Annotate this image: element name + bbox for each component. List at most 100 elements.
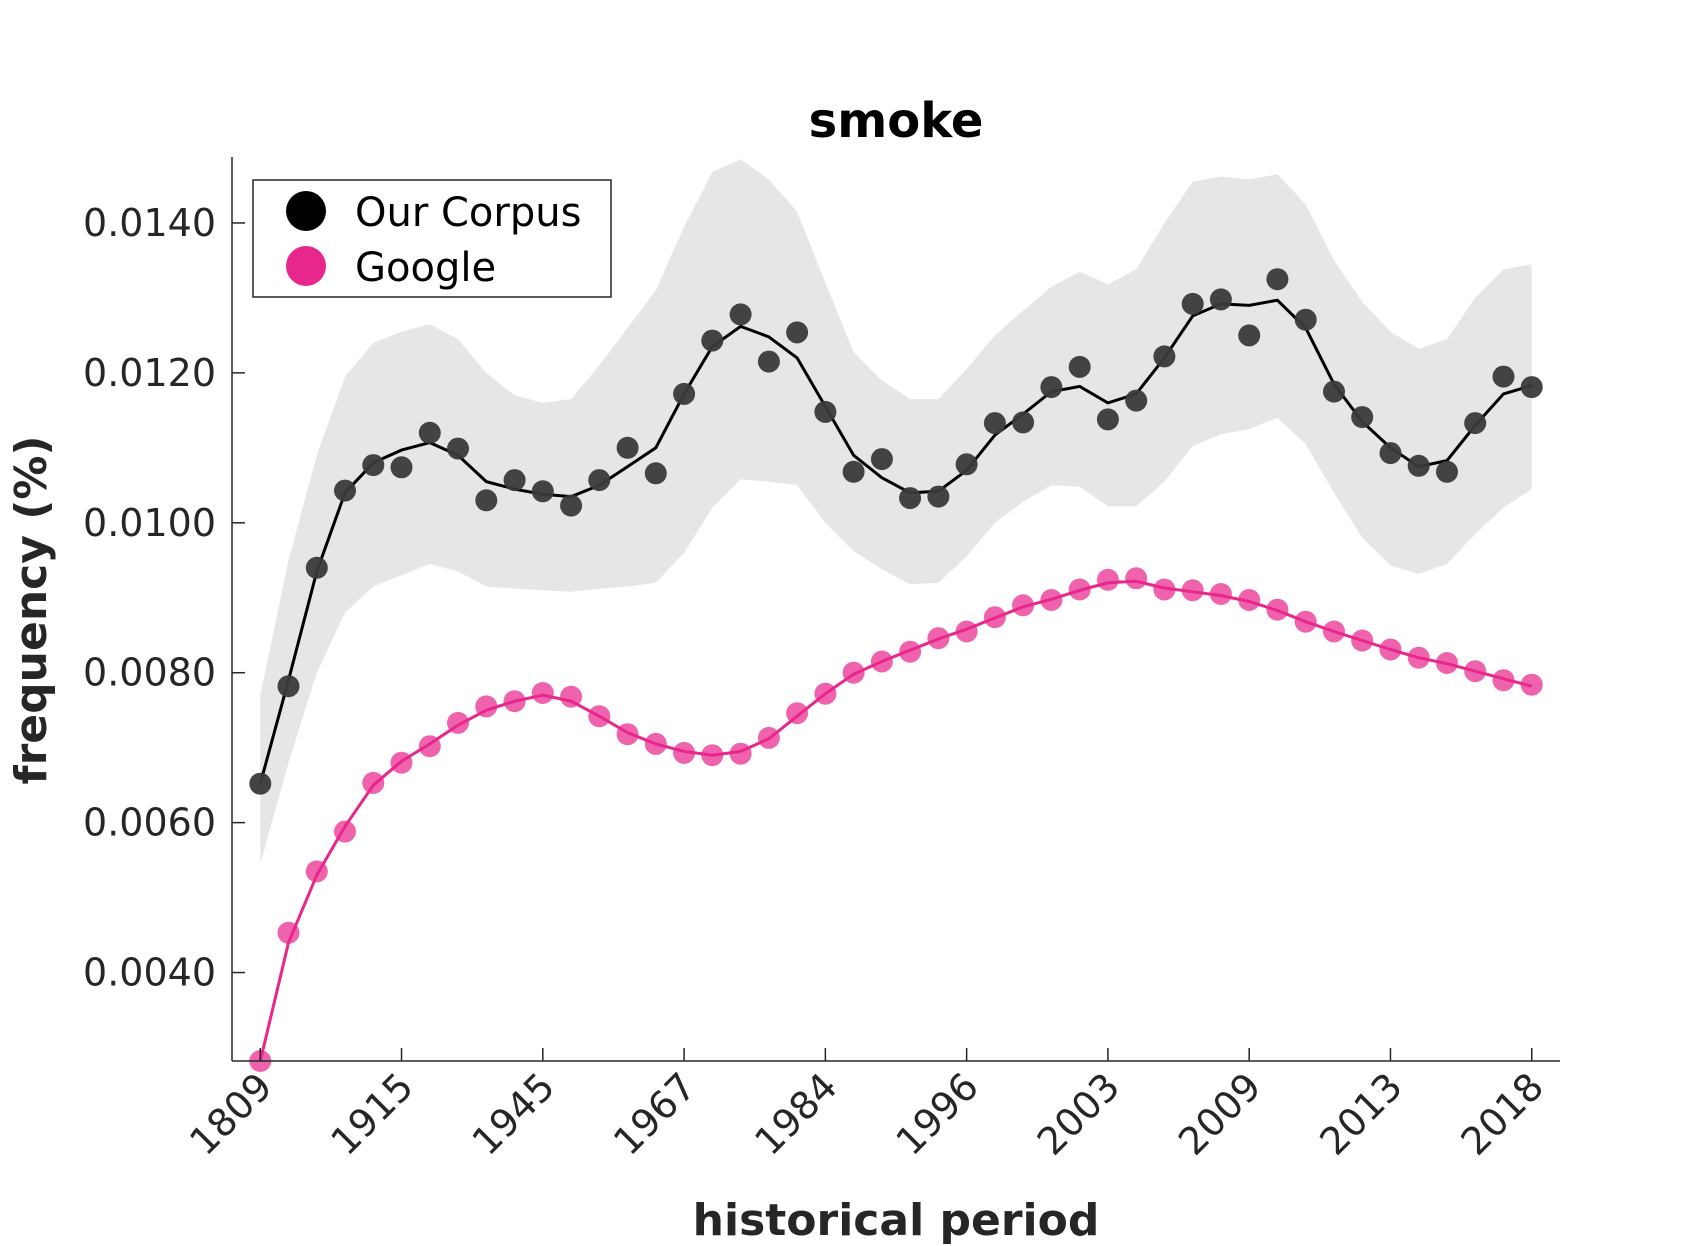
google-point <box>729 742 752 765</box>
x-axis-title: historical period <box>693 1195 1100 1246</box>
google-point <box>814 682 837 705</box>
x-tick-label: 1915 <box>322 1064 422 1164</box>
corpus-point <box>249 772 272 795</box>
plot-area <box>249 159 1543 1072</box>
google-point <box>870 650 893 673</box>
corpus-point <box>1520 376 1543 399</box>
google-point <box>1323 620 1345 643</box>
google-smoothed-line <box>258 579 1533 1062</box>
google-point <box>983 606 1006 629</box>
google-point <box>362 771 385 794</box>
y-tick-label: 0.0080 <box>83 651 216 695</box>
y-tick-label: 0.0120 <box>83 351 216 395</box>
google-point <box>1492 669 1515 692</box>
google-point <box>305 860 328 883</box>
corpus-point <box>757 350 780 373</box>
corpus-point <box>1040 376 1063 399</box>
corpus-point <box>1068 355 1091 378</box>
x-tick-label: 1809 <box>181 1064 281 1164</box>
corpus-point <box>927 485 950 508</box>
corpus-point <box>644 462 667 485</box>
google-point <box>390 751 413 774</box>
x-ticks: 1809 1915 1945 1967 1984 1996 2003 2009 2013 2018 <box>181 1048 1552 1164</box>
google-point <box>1096 568 1119 591</box>
corpus-point <box>334 479 356 502</box>
corpus-point <box>955 453 978 476</box>
corpus-point <box>1492 365 1515 388</box>
corpus-point <box>447 437 469 460</box>
corpus-point <box>1351 406 1374 429</box>
corpus-point <box>1407 454 1430 477</box>
corpus-point <box>786 321 809 344</box>
legend-label-google: Google <box>355 245 496 291</box>
corpus-point <box>1153 345 1176 368</box>
google-point <box>927 627 950 650</box>
google-point <box>1294 610 1317 633</box>
google-points <box>249 567 1543 1072</box>
google-point <box>1125 567 1148 590</box>
google-point <box>447 711 469 734</box>
corpus-point <box>814 400 837 423</box>
google-point <box>842 661 865 684</box>
corpus-point <box>305 556 328 579</box>
legend-marker-our-corpus <box>286 191 326 231</box>
corpus-point <box>1209 288 1232 311</box>
corpus-point <box>531 480 554 503</box>
google-point <box>673 741 696 764</box>
google-point <box>644 732 667 755</box>
y-tick-label: 0.0100 <box>83 501 216 545</box>
x-tick-label: 1996 <box>887 1064 987 1164</box>
corpus-point <box>673 382 696 405</box>
corpus-point <box>870 448 893 471</box>
google-point <box>757 726 780 749</box>
google-point <box>1464 660 1487 683</box>
legend: Our Corpus Google <box>252 179 612 298</box>
corpus-point <box>616 436 639 459</box>
corpus-point <box>701 329 724 352</box>
x-tick-label: 2009 <box>1170 1064 1270 1164</box>
corpus-point <box>729 303 752 326</box>
google-point <box>588 705 611 728</box>
y-tick-label: 0.0040 <box>83 951 216 995</box>
google-point <box>1379 638 1402 661</box>
google-point <box>1209 583 1232 605</box>
x-tick-label: 1967 <box>605 1064 705 1164</box>
google-point <box>1153 578 1176 601</box>
chart-title: smoke <box>809 93 984 149</box>
x-tick-label: 2018 <box>1453 1064 1553 1164</box>
corpus-point <box>475 489 498 512</box>
google-point <box>1040 589 1063 611</box>
google-point <box>531 682 554 704</box>
corpus-point <box>1436 460 1458 483</box>
corpus-confidence-band <box>260 159 1532 864</box>
corpus-point <box>1294 308 1317 331</box>
corpus-point <box>560 494 583 517</box>
google-point <box>277 921 300 944</box>
google-point <box>1520 673 1543 696</box>
google-point <box>475 695 498 718</box>
corpus-point <box>390 456 413 479</box>
corpus-smoothed-line <box>258 298 1533 785</box>
corpus-point <box>1464 412 1487 435</box>
corpus-point <box>1181 292 1204 315</box>
google-point <box>334 820 356 843</box>
corpus-point <box>277 675 300 698</box>
google-point <box>1238 589 1261 611</box>
corpus-point <box>1012 411 1035 434</box>
corpus-point <box>1266 268 1289 291</box>
corpus-point <box>418 421 441 444</box>
google-point <box>899 640 922 663</box>
google-point <box>1436 652 1458 674</box>
google-point <box>1266 598 1289 621</box>
corpus-point <box>362 454 385 477</box>
x-tick-label: 1945 <box>464 1064 564 1164</box>
google-point <box>1351 629 1374 652</box>
y-axis-title: frequency (%) <box>6 435 57 784</box>
google-point <box>418 735 441 758</box>
google-point <box>503 690 526 713</box>
google-point <box>616 723 639 746</box>
google-point <box>955 620 978 643</box>
x-tick-label: 2003 <box>1029 1064 1129 1164</box>
google-point <box>786 702 809 725</box>
